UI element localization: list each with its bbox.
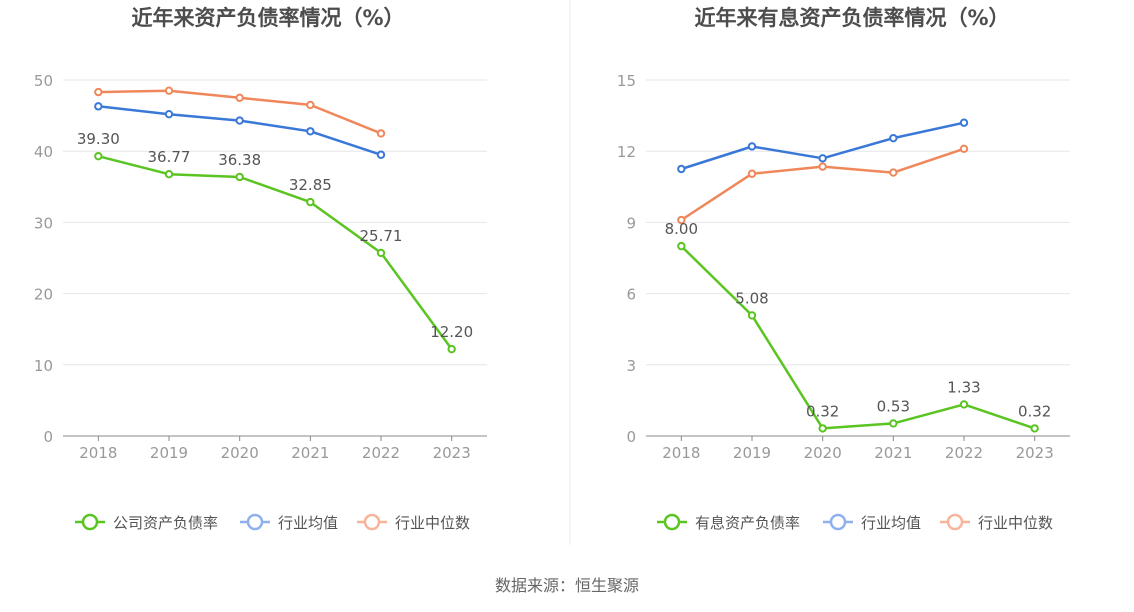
debt-ratio-x-tick-label: 2022 — [362, 444, 400, 462]
interest-debt-ratio-x-tick-label: 2019 — [733, 444, 771, 462]
interest-debt-ratio-legend-label-0: 有息资产负债率 — [695, 514, 800, 532]
interest-debt-ratio-data-label: 0.32 — [1018, 402, 1051, 420]
interest-debt-ratio-series-point-0 — [677, 241, 686, 251]
debt-ratio-legend-marker-2 — [363, 513, 381, 531]
debt-ratio-series-point-2 — [235, 93, 244, 103]
debt-ratio-x-tick-label: 2023 — [433, 444, 471, 462]
debt-ratio-legend-marker-1 — [246, 513, 264, 531]
debt-ratio-series-point-1 — [376, 150, 386, 159]
debt-ratio-series-point-2 — [306, 100, 315, 110]
debt-ratio-y-tick-label: 40 — [34, 143, 53, 161]
debt-ratio-series-point-0 — [376, 248, 386, 258]
debt-ratio-series-point-1 — [235, 116, 244, 125]
interest-debt-ratio-data-label: 0.53 — [877, 397, 910, 415]
interest-debt-ratio-series-point-1 — [747, 142, 757, 151]
interest-debt-ratio-series-point-1 — [889, 133, 898, 143]
interest-debt-ratio-series-point-2 — [889, 168, 898, 177]
debt-ratio-series-point-0 — [94, 151, 103, 161]
debt-ratio-x-tick-label: 2021 — [291, 444, 329, 462]
interest-debt-ratio-y-tick-label: 0 — [626, 428, 636, 446]
interest-debt-ratio-x-tick-label: 2021 — [874, 444, 912, 462]
debt-ratio-data-label: 25.71 — [360, 227, 403, 245]
debt-ratio-data-label: 32.85 — [289, 176, 332, 194]
interest-debt-ratio-data-label: 1.33 — [947, 378, 980, 396]
interest-debt-ratio-series-point-2 — [959, 144, 969, 154]
interest-debt-ratio-series-point-2 — [747, 169, 757, 178]
interest-debt-ratio-series-point-1 — [818, 154, 827, 163]
interest-debt-ratio-series-point-0 — [747, 311, 757, 320]
interest-debt-ratio-data-label: 8.00 — [665, 220, 698, 238]
debt-ratio-series-point-2 — [164, 86, 174, 95]
debt-ratio-series-point-1 — [306, 127, 315, 136]
interest-debt-ratio-series-line-0 — [680, 245, 1036, 430]
debt-ratio-series-line-0 — [97, 154, 453, 350]
debt-ratio-x-tick-label: 2018 — [79, 444, 117, 462]
debt-ratio-data-label: 39.30 — [77, 130, 120, 148]
interest-debt-ratio-series-point-0 — [959, 400, 969, 409]
debt-ratio-chart-title: 近年来资产负债率情况（%） — [131, 6, 404, 30]
debt-ratio-y-tick-label: 50 — [34, 72, 53, 90]
interest-debt-ratio-x-tick-label: 2018 — [662, 444, 700, 462]
data-source-note: 数据来源：恒生聚源 — [494, 576, 639, 595]
interest-debt-ratio-legend-marker-0 — [663, 513, 681, 531]
debt-ratio-series-point-0 — [235, 172, 244, 182]
debt-ratio-series-point-2 — [376, 129, 386, 138]
debt-ratio-y-tick-label: 0 — [43, 428, 53, 446]
debt-ratio-series-line-1 — [98, 105, 382, 156]
debt-ratio-series-point-1 — [164, 109, 174, 119]
interest-debt-ratio-series-point-1 — [677, 164, 686, 174]
interest-debt-ratio-series-point-2 — [677, 215, 686, 225]
debt-ratio-x-tick-label: 2020 — [221, 444, 259, 462]
interest-debt-ratio-series-point-0 — [1030, 424, 1039, 433]
debt-ratio-y-tick-label: 10 — [34, 357, 53, 375]
debt-ratio-series-point-1 — [94, 102, 103, 111]
interest-debt-ratio-y-tick-label: 3 — [626, 357, 636, 375]
interest-debt-ratio-series-point-0 — [889, 419, 898, 428]
debt-ratio-legend-label-2: 行业中位数 — [395, 514, 470, 532]
debt-ratio-series-point-0 — [164, 169, 174, 179]
interest-debt-ratio-x-tick-label: 2020 — [804, 444, 842, 462]
interest-debt-ratio-x-tick-label: 2022 — [945, 444, 983, 462]
debt-ratio-legend-label-1: 行业均值 — [278, 514, 338, 532]
debt-ratio-series-point-2 — [94, 87, 103, 97]
interest-debt-ratio-legend-marker-1 — [829, 513, 847, 531]
interest-debt-ratio-legend-marker-2 — [946, 513, 964, 531]
interest-debt-ratio-x-tick-label: 2023 — [1016, 444, 1054, 462]
interest-debt-ratio-series-point-2 — [818, 162, 827, 171]
debt-ratio-data-label: 36.77 — [148, 148, 191, 166]
interest-debt-ratio-series-point-1 — [959, 118, 969, 127]
interest-debt-ratio-series-point-0 — [818, 424, 827, 433]
interest-debt-ratio-legend-label-2: 行业中位数 — [978, 514, 1053, 532]
debt-ratio-series-point-0 — [306, 197, 315, 207]
debt-ratio-data-label: 36.38 — [218, 151, 261, 169]
interest-debt-ratio-y-tick-label: 12 — [617, 143, 636, 161]
debt-ratio-legend-label-0: 公司资产负债率 — [113, 514, 218, 532]
debt-ratio-legend-marker-0 — [81, 513, 99, 531]
debt-ratio-series-point-0 — [447, 344, 456, 354]
interest-debt-ratio-y-tick-label: 15 — [617, 72, 636, 90]
interest-debt-ratio-y-tick-label: 9 — [626, 214, 636, 232]
debt-ratio-data-label: 12.20 — [430, 323, 473, 341]
interest-debt-ratio-y-tick-label: 6 — [626, 286, 636, 304]
interest-debt-ratio-legend-label-1: 行业均值 — [861, 514, 921, 532]
interest-debt-ratio-data-label: 0.32 — [806, 402, 839, 420]
debt-ratio-y-tick-label: 20 — [34, 286, 53, 304]
interest-debt-ratio-chart-title: 近年来有息资产负债率情况（%） — [694, 6, 1009, 30]
debt-ratio-y-tick-label: 30 — [34, 214, 53, 232]
debt-ratio-x-tick-label: 2019 — [150, 444, 188, 462]
interest-debt-ratio-data-label: 5.08 — [735, 289, 768, 307]
